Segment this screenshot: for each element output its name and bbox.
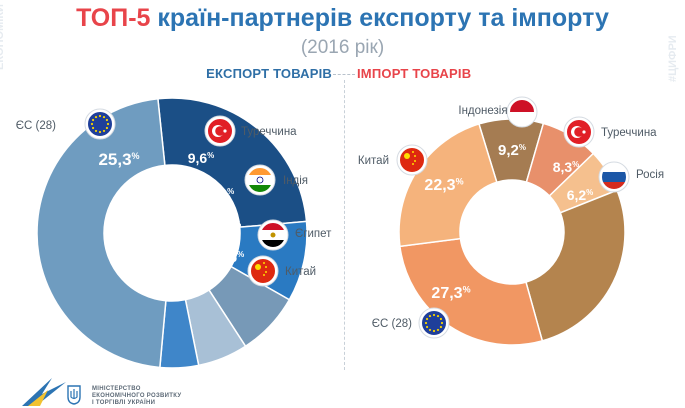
eu-flag-icon [418,307,450,339]
slice-value-label: 6,0% [215,219,242,235]
country-label: Туреччина [241,126,297,138]
ministry-logo-icon [22,378,66,406]
ministry-name: МІНІСТЕРСТВО ЕКОНОМІЧНОГО РОЗВИТКУ І ТОР… [92,386,181,407]
country-label: ЄС (28) [16,120,56,132]
country-label: Китай [358,155,389,167]
donut-slice-other [36,97,167,369]
slice-value-label: 27,3% [431,284,470,302]
import-section-label: ІМПОРТ ТОВАРІВ [357,66,472,81]
import-donut: 9,2%8,3%6,2%27,3%22,3% [398,118,626,346]
china-flag-icon [247,255,279,287]
country-label: Єгипет [295,228,332,240]
country-label: Індонезія [458,105,507,117]
ministry-line-3: І ТОРГІВЛІ УКРАЇНИ [92,400,156,406]
slice-value-label: 22,3% [424,176,463,194]
india-flag-icon [244,164,276,196]
title-accent: ТОП-5 [76,4,151,32]
indonesia-flag-icon [506,96,538,128]
eu-flag-icon [84,108,116,140]
page-title: ТОП-5 країн-партнерів експорту та імпорт… [0,4,685,33]
donut-slice-eu [399,237,544,346]
country-label: Туреччина [601,127,657,139]
turkey-flag-icon [204,115,236,147]
ministry-line-2: ЕКОНОМІЧНОГО РОЗВИТКУ [92,393,182,399]
country-label: Росія [636,169,664,181]
egypt-flag-icon [257,219,289,251]
page-subtitle: (2016 рік) [300,37,385,58]
china-flag-icon [396,144,428,176]
section-divider-dash [333,74,355,75]
russia-flag-icon [598,161,630,193]
country-label: Китай [285,266,316,278]
ministry-line-1: МІНІСТЕРСТВО [92,386,141,392]
coat-of-arms-icon [67,385,81,405]
slice-value-label: 25,3% [98,150,139,169]
donut-slice-other [525,189,626,342]
export-section-label: ЕКСПОРТ ТОВАРІВ [206,66,332,81]
turkey-flag-icon [563,116,595,148]
title-text: країн-партнерів експорту та імпорту [150,4,609,32]
country-label: Індія [283,175,308,187]
donut-slice-china [398,123,498,248]
vertical-divider [344,80,345,370]
country-label: ЄС (28) [372,318,412,330]
donut-slice-eu [157,97,308,228]
slice-value-label: 7,6% [208,186,235,202]
